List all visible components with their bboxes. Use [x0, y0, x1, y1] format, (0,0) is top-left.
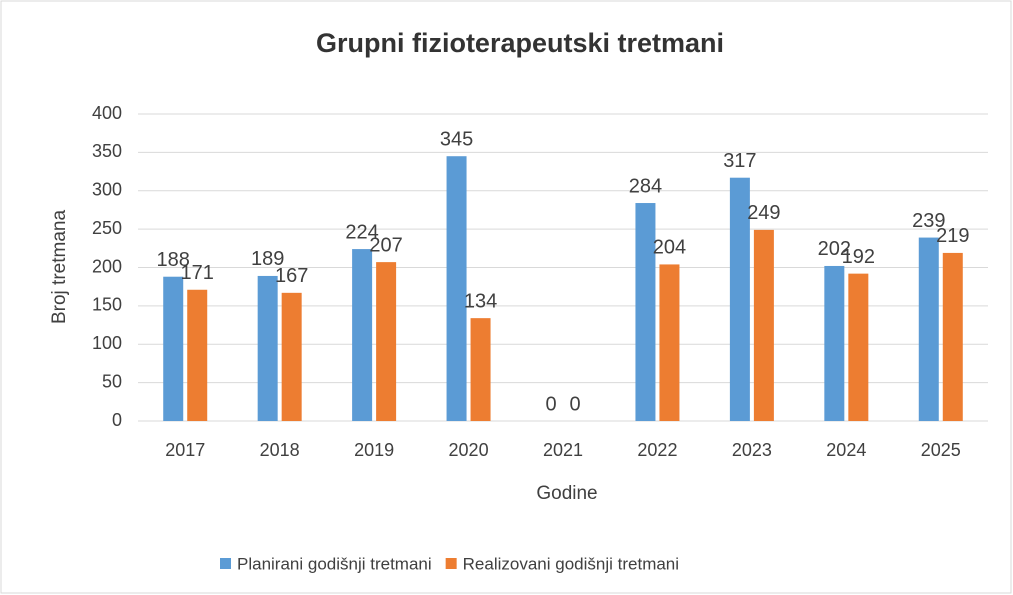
x-axis-title: Godine: [536, 483, 597, 504]
bar: [187, 289, 208, 421]
legend-label: Realizovani godišnji tretmani: [463, 554, 679, 573]
y-tick-label: 100: [92, 333, 122, 353]
x-tick-label: 2021: [543, 440, 583, 460]
legend-swatch: [220, 558, 231, 569]
data-label: 192: [842, 246, 875, 268]
x-tick-label: 2019: [354, 440, 394, 460]
legend-label: Planirani godišnji tretmani: [237, 554, 432, 573]
y-tick-label: 200: [92, 256, 122, 276]
y-tick-label: 300: [92, 180, 122, 200]
x-tick-label: 2022: [637, 440, 677, 460]
data-label: 249: [747, 202, 780, 224]
x-tick-label: 2020: [449, 440, 489, 460]
y-tick-label: 150: [92, 295, 122, 315]
bar: [848, 273, 869, 421]
bar: [281, 292, 302, 421]
x-tick-label: 2017: [165, 440, 205, 460]
bar: [163, 276, 184, 421]
data-label: 207: [369, 234, 402, 256]
bar: [824, 265, 845, 421]
data-label: 219: [936, 225, 969, 247]
y-tick-label: 350: [92, 141, 122, 161]
data-label: 0: [545, 393, 556, 415]
data-label: 0: [569, 393, 580, 415]
bar: [352, 249, 373, 421]
data-label: 204: [653, 237, 686, 259]
bar: [635, 203, 656, 421]
x-tick-label: 2023: [732, 440, 772, 460]
y-tick-label: 50: [102, 371, 122, 391]
x-tick-label: 2024: [826, 440, 866, 460]
y-tick-label: 0: [112, 410, 122, 430]
data-label: 167: [275, 265, 308, 287]
bar: [470, 318, 491, 421]
x-tick-label: 2025: [921, 440, 961, 460]
bar: [918, 237, 939, 421]
bar: [446, 156, 467, 421]
data-label: 224: [345, 221, 378, 243]
data-label: 239: [912, 210, 945, 232]
data-label: 188: [157, 249, 190, 271]
data-label: 134: [464, 290, 497, 312]
data-label: 189: [251, 248, 284, 270]
bar: [376, 262, 397, 421]
y-axis-title: Broj tretmana: [49, 210, 70, 324]
bar: [942, 252, 963, 421]
y-tick-label: 250: [92, 218, 122, 238]
bar: [753, 229, 774, 421]
data-label: 171: [181, 262, 214, 284]
legend-swatch: [445, 558, 457, 569]
bar: [659, 264, 680, 421]
data-label: 345: [440, 128, 473, 150]
bar: [257, 275, 278, 421]
data-label: 284: [629, 175, 662, 197]
chart-title: Grupni fizioterapeutski tretmani: [316, 28, 724, 58]
data-label: 317: [723, 150, 756, 172]
data-label: 202: [818, 238, 851, 260]
x-tick-label: 2018: [260, 440, 300, 460]
y-tick-label: 400: [92, 103, 122, 123]
bar: [729, 177, 750, 421]
